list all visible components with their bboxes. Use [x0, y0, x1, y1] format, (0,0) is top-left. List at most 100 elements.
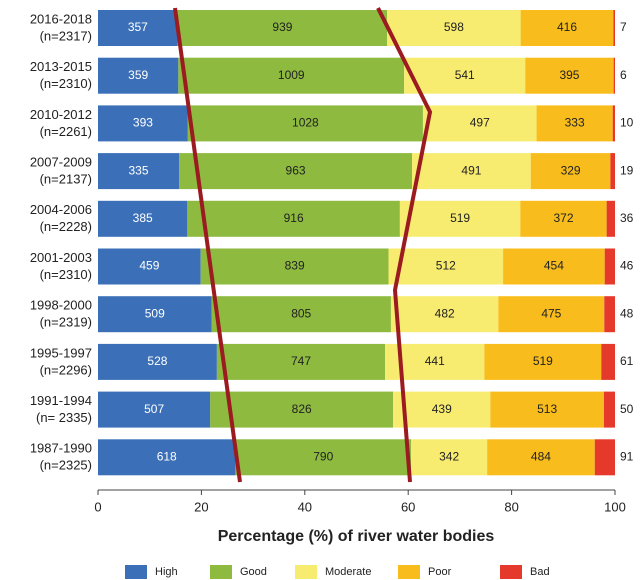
- trend-annotation: [173, 7, 242, 483]
- bar-segment: [98, 296, 212, 333]
- bar-segment: [98, 439, 236, 476]
- data-label: 507: [144, 402, 164, 416]
- y-tick-note: (n= 2335): [36, 410, 92, 425]
- data-label: 805: [291, 306, 311, 320]
- bar-segment: [177, 10, 388, 46]
- data-label: 528: [147, 354, 167, 368]
- bar-segment: [387, 10, 521, 46]
- y-tick-note: (n=2261): [40, 124, 92, 139]
- legend-label: Good: [240, 566, 267, 578]
- data-label: 790: [313, 449, 333, 463]
- data-label: 484: [531, 449, 551, 463]
- legend-swatch: [295, 565, 317, 579]
- data-label: 519: [450, 211, 470, 225]
- y-tick-label: 1995-1997: [30, 345, 92, 360]
- bar-segment: [603, 391, 615, 428]
- data-label: 454: [544, 259, 564, 273]
- bar-segment: [98, 57, 179, 94]
- bar-segment: [187, 200, 400, 237]
- bar-segment: [610, 153, 615, 190]
- bar-segment: [484, 343, 602, 380]
- x-tick-label: 60: [401, 499, 415, 514]
- data-label: 385: [133, 211, 153, 225]
- bar-segment: [411, 439, 488, 476]
- data-label: 439: [432, 402, 452, 416]
- legend-swatch: [125, 565, 147, 579]
- bar-segment: [503, 248, 605, 285]
- data-label: 509: [145, 306, 165, 320]
- y-tick-label: 1987-1990: [30, 441, 92, 456]
- bar-segment: [98, 10, 178, 46]
- bar-segment: [211, 296, 391, 333]
- data-label: 519: [533, 354, 553, 368]
- y-tick-note: (n=2319): [40, 315, 92, 330]
- data-label: 1009: [278, 68, 305, 82]
- bar-segment: [490, 391, 604, 428]
- data-label: 482: [435, 306, 455, 320]
- bar-segment: [98, 343, 217, 380]
- x-tick-label: 100: [604, 499, 626, 514]
- legend-label: Poor: [428, 566, 452, 578]
- data-label: 395: [559, 68, 579, 82]
- data-label: 329: [561, 163, 581, 177]
- y-tick-label: 2013-2015: [30, 59, 92, 74]
- y-tick-label: 1998-2000: [30, 298, 92, 313]
- y-tick-label: 1991-1994: [30, 393, 92, 408]
- bar-segment: [399, 200, 521, 237]
- bar-segment: [98, 248, 201, 285]
- x-axis-label: Percentage (%) of river water bodies: [218, 528, 495, 545]
- data-label: 598: [444, 20, 464, 34]
- data-label: 747: [291, 354, 311, 368]
- bar-segment: [200, 248, 389, 285]
- y-tick-note: (n=2310): [40, 76, 92, 91]
- data-label: 342: [439, 449, 459, 463]
- bar-segment: [498, 296, 605, 333]
- data-label: 513: [537, 402, 557, 416]
- bar-segment: [235, 439, 412, 476]
- plot: 2016-2018 (n=2317) 357 939 598 416 7 2013-2015 (…: [30, 10, 634, 579]
- y-tick-note: (n=2228): [40, 219, 92, 234]
- bar-segment: [613, 10, 615, 46]
- bar-segment: [520, 10, 614, 46]
- bar-segment: [612, 105, 615, 142]
- data-label: 416: [557, 20, 577, 34]
- data-label: 91: [620, 449, 634, 463]
- data-label: 939: [272, 20, 292, 34]
- data-label: 916: [284, 211, 304, 225]
- bar-segment: [487, 439, 595, 476]
- y-tick-label: 2010-2012: [30, 107, 92, 122]
- bar-segment: [98, 200, 188, 237]
- bar-segment: [422, 105, 537, 142]
- bar-segment: [178, 57, 405, 94]
- bar-segment: [530, 153, 611, 190]
- bar-segment: [601, 343, 615, 380]
- data-label: 6: [620, 68, 627, 82]
- data-label: 459: [139, 259, 159, 273]
- bar-segment: [604, 296, 615, 333]
- legend-label: Bad: [530, 566, 550, 578]
- bar-segment: [604, 248, 615, 285]
- bar-segment: [606, 200, 615, 237]
- bar-segment: [525, 57, 614, 94]
- x-tick-label: 80: [504, 499, 518, 514]
- y-tick-label: 2001-2003: [30, 250, 92, 265]
- data-label: 19: [620, 163, 634, 177]
- bar-segment: [404, 57, 526, 94]
- data-label: 335: [129, 163, 149, 177]
- bar-segment: [390, 296, 499, 333]
- bar-segment: [388, 248, 504, 285]
- data-label: 497: [470, 116, 490, 130]
- y-tick-note: (n=2325): [40, 458, 92, 473]
- bar-segment: [594, 439, 615, 476]
- data-label: 46: [620, 259, 634, 273]
- legend-label: High: [155, 566, 178, 578]
- y-tick-label: 2007-2009: [30, 155, 92, 170]
- data-label: 372: [553, 211, 573, 225]
- data-label: 48: [620, 306, 634, 320]
- x-tick-label: 0: [94, 499, 101, 514]
- data-label: 359: [128, 68, 148, 82]
- data-label: 512: [436, 259, 456, 273]
- y-tick-label: 2004-2006: [30, 202, 92, 217]
- data-label: 963: [286, 163, 306, 177]
